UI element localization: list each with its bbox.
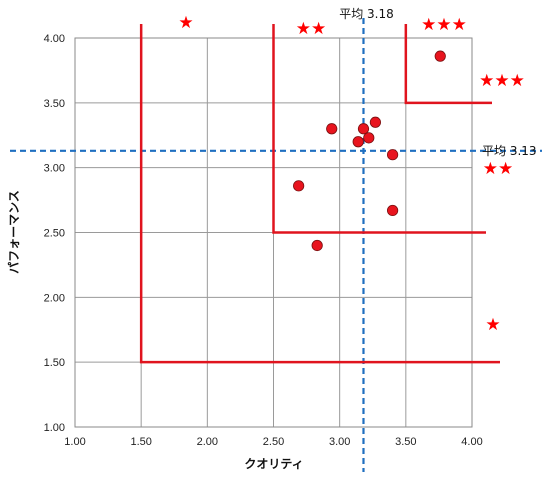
- tier-boundary-3: [404, 24, 492, 105]
- x-tick-label: 1.00: [64, 436, 85, 448]
- data-point: [363, 132, 375, 144]
- star-rating-label: ★: [485, 315, 500, 335]
- average-x-label: 平均 3.18: [339, 7, 394, 21]
- x-tick-labels: 1.00 1.50 2.00 2.50 3.00 3.50 4.00: [64, 436, 482, 448]
- x-tick-label: 3.00: [329, 436, 350, 448]
- average-lines: [10, 18, 542, 472]
- y-axis-label: パフォーマンス: [7, 190, 21, 274]
- x-tick-label: 4.00: [461, 436, 482, 448]
- star-rating-label: ★: [178, 13, 193, 33]
- x-tick-label: 2.00: [197, 436, 218, 448]
- data-point: [386, 149, 399, 161]
- data-point: [369, 116, 381, 128]
- y-tick-label: 3.50: [44, 98, 65, 110]
- data-point: [293, 180, 305, 192]
- star-rating-label: ★★★: [421, 15, 467, 35]
- y-tick-label: 3.00: [44, 163, 65, 175]
- data-points: [293, 50, 446, 252]
- tier-boundary-2: [272, 24, 486, 234]
- x-tick-label: 1.50: [130, 436, 151, 448]
- y-tick-label: 1.50: [44, 357, 65, 369]
- star-rating-label: ★★: [296, 19, 326, 39]
- data-point: [357, 123, 370, 135]
- data-point: [311, 239, 323, 252]
- data-point: [352, 136, 364, 148]
- star-rating-label: ★★★: [479, 71, 525, 91]
- data-point: [386, 204, 399, 217]
- x-tick-label: 2.50: [263, 436, 284, 448]
- data-point: [326, 123, 338, 135]
- data-point: [434, 50, 446, 62]
- y-tick-label: 1.00: [44, 422, 65, 434]
- tier-boundary-lines: [139, 24, 500, 364]
- x-axis-label: クオリティ: [244, 457, 303, 471]
- tier-boundary-1: [139, 24, 500, 364]
- star-rating-label: ★★: [483, 159, 513, 179]
- y-tick-label: 2.00: [44, 292, 65, 304]
- x-tick-label: 3.50: [395, 436, 416, 448]
- y-tick-labels: 1.00 1.50 2.00 2.50 3.00 3.50 4.00: [44, 33, 65, 434]
- y-tick-label: 4.00: [44, 33, 65, 45]
- average-y-label: 平均 3.13: [482, 144, 537, 158]
- y-tick-label: 2.50: [44, 228, 65, 240]
